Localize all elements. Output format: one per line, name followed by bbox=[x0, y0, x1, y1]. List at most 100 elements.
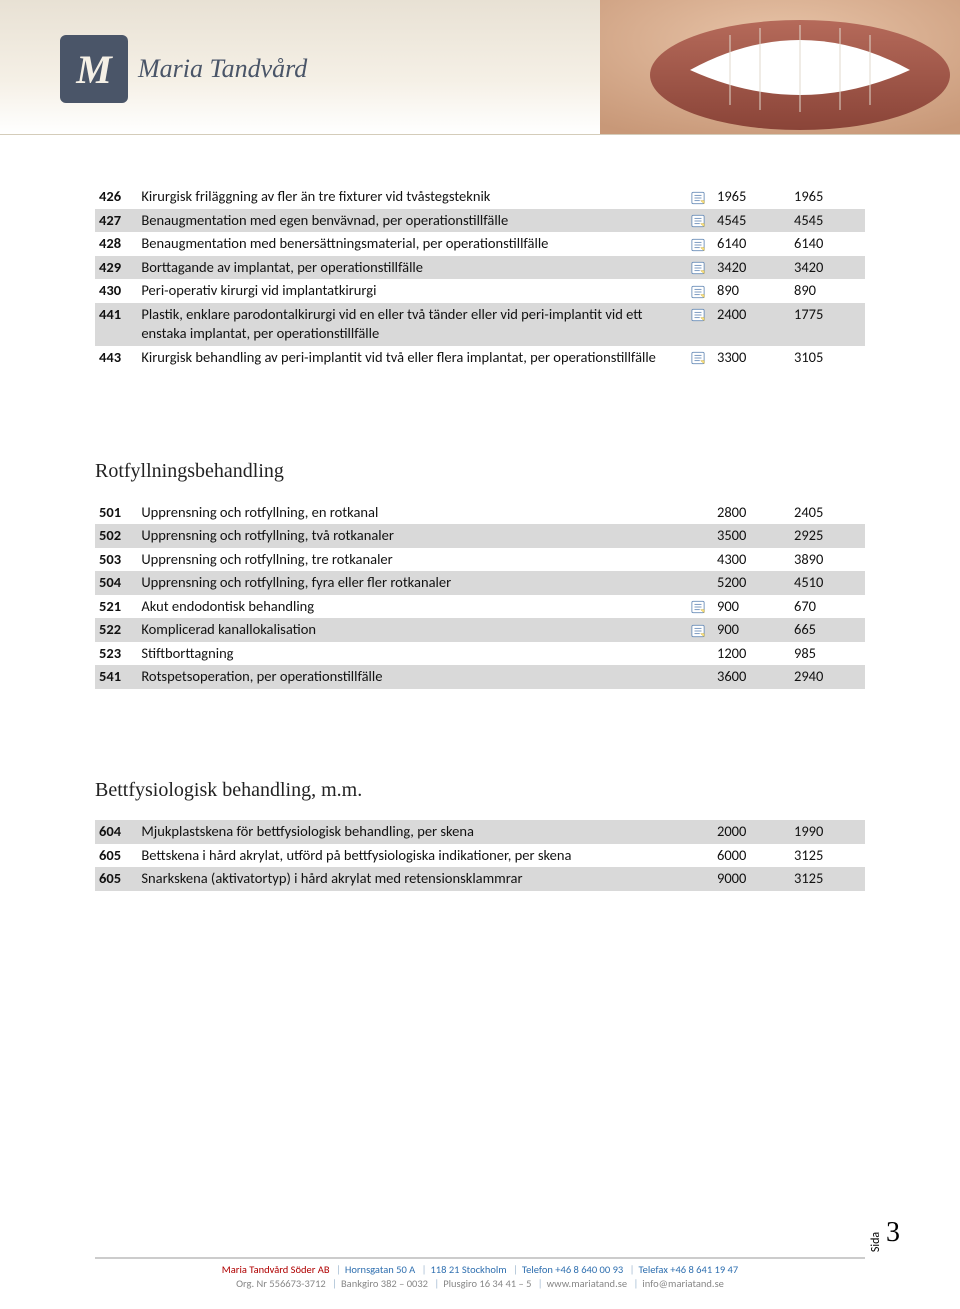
row-code: 430 bbox=[95, 279, 137, 303]
row-price-1: 6000 bbox=[711, 844, 788, 868]
row-description: Peri-operativ kirurgi vid implantatkirur… bbox=[137, 279, 684, 303]
row-code: 501 bbox=[95, 501, 137, 525]
row-note-cell bbox=[684, 232, 711, 256]
row-note-cell bbox=[684, 820, 711, 844]
logo: M Maria Tandvård bbox=[60, 35, 307, 103]
row-price-2: 2925 bbox=[788, 524, 865, 548]
row-description: Upprensning och rotfyllning, fyra eller … bbox=[137, 571, 684, 595]
page-num-value: 3 bbox=[886, 1217, 900, 1248]
header-banner: M Maria Tandvård bbox=[0, 0, 960, 135]
row-price-2: 4510 bbox=[788, 571, 865, 595]
row-description: Rotspetsoperation, per operationstillfäl… bbox=[137, 665, 684, 689]
table-row: 429Borttagande av implantat, per operati… bbox=[95, 256, 865, 280]
footer-org: Org. Nr 556673-3712 bbox=[236, 1277, 326, 1290]
row-description: Kirurgisk behandling av peri-implantit v… bbox=[137, 346, 684, 370]
row-note-cell bbox=[684, 256, 711, 280]
row-price-2: 985 bbox=[788, 642, 865, 666]
row-price-1: 2400 bbox=[711, 303, 788, 346]
footer-email: info@mariatand.se bbox=[642, 1277, 724, 1290]
row-note-cell bbox=[684, 548, 711, 572]
note-icon bbox=[689, 600, 707, 614]
row-note-cell bbox=[684, 524, 711, 548]
row-price-2: 3105 bbox=[788, 346, 865, 370]
table-row: 521Akut endodontisk behandling900670 bbox=[95, 595, 865, 619]
note-icon bbox=[689, 238, 707, 252]
note-icon bbox=[689, 624, 707, 638]
row-description: Stiftborttagning bbox=[137, 642, 684, 666]
footer-company: Maria Tandvård Söder AB bbox=[222, 1263, 330, 1276]
smile-image bbox=[600, 0, 960, 135]
section-heading-rotfyllning: Rotfyllningsbehandling bbox=[95, 460, 865, 483]
page-content: 426Kirurgisk friläggning av fler än tre … bbox=[0, 135, 960, 891]
footer-bank: Bankgiro 382 – 0032 bbox=[341, 1277, 428, 1290]
row-description: Upprensning och rotfyllning, två rotkana… bbox=[137, 524, 684, 548]
row-price-1: 1200 bbox=[711, 642, 788, 666]
row-note-cell bbox=[684, 209, 711, 233]
row-note-cell bbox=[684, 867, 711, 891]
row-price-1: 5200 bbox=[711, 571, 788, 595]
row-note-cell bbox=[684, 642, 711, 666]
row-note-cell bbox=[684, 501, 711, 525]
row-price-2: 665 bbox=[788, 618, 865, 642]
row-note-cell bbox=[684, 665, 711, 689]
footer-line-2: Org. Nr 556673-3712 |Bankgiro 382 – 0032… bbox=[0, 1277, 960, 1291]
page-label: Sida bbox=[869, 1232, 883, 1252]
row-price-2: 4545 bbox=[788, 209, 865, 233]
section-heading-bettfys: Bettfysiologisk behandling, m.m. bbox=[95, 779, 865, 802]
row-code: 428 bbox=[95, 232, 137, 256]
footer-line-1: Maria Tandvård Söder AB |Hornsgatan 50 A… bbox=[0, 1263, 960, 1277]
table-row: 502Upprensning och rotfyllning, två rotk… bbox=[95, 524, 865, 548]
row-price-1: 2000 bbox=[711, 820, 788, 844]
row-description: Komplicerad kanallokalisation bbox=[137, 618, 684, 642]
footer-phone: Telefon +46 8 640 00 93 bbox=[522, 1263, 623, 1276]
table-row: 426Kirurgisk friläggning av fler än tre … bbox=[95, 185, 865, 209]
row-price-2: 1775 bbox=[788, 303, 865, 346]
row-description: Benaugmentation med egen benvävnad, per … bbox=[137, 209, 684, 233]
row-code: 443 bbox=[95, 346, 137, 370]
footer-addr2: 118 21 Stockholm bbox=[430, 1263, 506, 1276]
row-price-2: 3420 bbox=[788, 256, 865, 280]
row-price-2: 2940 bbox=[788, 665, 865, 689]
price-table-2: 501Upprensning och rotfyllning, en rotka… bbox=[95, 501, 865, 690]
footer-rule bbox=[95, 1257, 865, 1259]
price-table-3: 604Mjukplastskena för bettfysiologisk be… bbox=[95, 820, 865, 891]
row-code: 605 bbox=[95, 844, 137, 868]
table-row: 503Upprensning och rotfyllning, tre rotk… bbox=[95, 548, 865, 572]
table-row: 441Plastik, enklare parodontalkirurgi vi… bbox=[95, 303, 865, 346]
row-price-1: 9000 bbox=[711, 867, 788, 891]
row-code: 441 bbox=[95, 303, 137, 346]
note-icon bbox=[689, 191, 707, 205]
row-description: Akut endodontisk behandling bbox=[137, 595, 684, 619]
row-description: Kirurgisk friläggning av fler än tre fix… bbox=[137, 185, 684, 209]
row-price-2: 3125 bbox=[788, 844, 865, 868]
row-price-1: 1965 bbox=[711, 185, 788, 209]
table-row: 428Benaugmentation med benersättningsmat… bbox=[95, 232, 865, 256]
row-price-1: 3500 bbox=[711, 524, 788, 548]
footer-web: www.mariatand.se bbox=[547, 1277, 627, 1290]
note-icon bbox=[689, 351, 707, 365]
row-description: Borttagande av implantat, per operations… bbox=[137, 256, 684, 280]
row-price-1: 3420 bbox=[711, 256, 788, 280]
row-description: Mjukplastskena för bettfysiologisk behan… bbox=[137, 820, 684, 844]
footer-fax: Telefax +46 8 641 19 47 bbox=[638, 1263, 738, 1276]
row-note-cell bbox=[684, 571, 711, 595]
table-row: 541Rotspetsoperation, per operationstill… bbox=[95, 665, 865, 689]
row-note-cell bbox=[684, 185, 711, 209]
table-row: 504Upprensning och rotfyllning, fyra ell… bbox=[95, 571, 865, 595]
table-row: 605Bettskena i hård akrylat, utförd på b… bbox=[95, 844, 865, 868]
row-description: Plastik, enklare parodontalkirurgi vid e… bbox=[137, 303, 684, 346]
row-note-cell bbox=[684, 279, 711, 303]
note-icon bbox=[689, 261, 707, 275]
row-code: 429 bbox=[95, 256, 137, 280]
row-price-2: 1965 bbox=[788, 185, 865, 209]
row-code: 504 bbox=[95, 571, 137, 595]
footer: Maria Tandvård Söder AB |Hornsgatan 50 A… bbox=[0, 1257, 960, 1291]
row-code: 427 bbox=[95, 209, 137, 233]
row-code: 541 bbox=[95, 665, 137, 689]
note-icon bbox=[689, 214, 707, 228]
table-row: 427Benaugmentation med egen benvävnad, p… bbox=[95, 209, 865, 233]
row-code: 503 bbox=[95, 548, 137, 572]
row-price-1: 6140 bbox=[711, 232, 788, 256]
row-price-1: 2800 bbox=[711, 501, 788, 525]
row-note-cell bbox=[684, 844, 711, 868]
